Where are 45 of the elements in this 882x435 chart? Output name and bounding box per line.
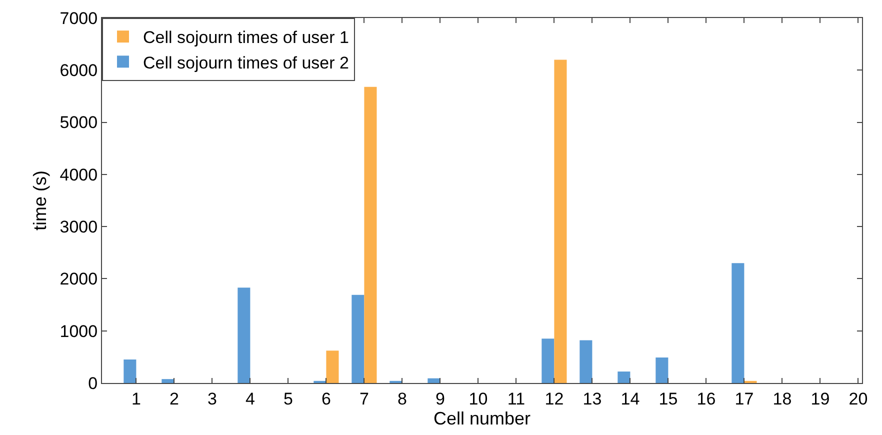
- bar: [326, 350, 339, 383]
- x-tick-label: 4: [245, 389, 255, 408]
- y-axis-title: time (s): [30, 170, 50, 230]
- x-tick-label: 17: [734, 389, 754, 408]
- y-tick-label: 5000: [60, 113, 98, 132]
- x-axis-title: Cell number: [433, 408, 531, 428]
- bar: [162, 379, 174, 383]
- bar: [580, 340, 592, 383]
- x-tick-label: 10: [468, 389, 488, 408]
- y-tick-label: 4000: [60, 165, 98, 184]
- y-tick-label: 0: [88, 374, 98, 393]
- bar: [124, 360, 136, 383]
- y-tick-label: 1000: [60, 322, 98, 341]
- x-tick-label: 14: [620, 389, 640, 408]
- bar: [238, 288, 250, 383]
- x-tick-label: 18: [772, 389, 792, 408]
- x-tick-label: 13: [582, 389, 602, 408]
- bar: [428, 378, 440, 383]
- legend-label: Cell sojourn times of user 1: [143, 28, 349, 48]
- y-tick-label: 2000: [60, 270, 98, 289]
- x-tick-label: 2: [169, 389, 179, 408]
- x-tick-label: 16: [696, 389, 716, 408]
- x-tick-label: 6: [321, 389, 331, 408]
- y-tick-label: 7000: [60, 8, 98, 28]
- y-tick-label: 6000: [60, 61, 98, 80]
- bar: [618, 372, 630, 383]
- x-tick-label: 1: [131, 389, 141, 408]
- y-tick-label: 3000: [60, 218, 98, 237]
- bar: [656, 357, 668, 383]
- bar: [554, 60, 567, 383]
- x-tick-label: 9: [435, 389, 445, 408]
- bar: [732, 263, 744, 383]
- x-tick-label: 20: [848, 389, 868, 408]
- x-tick-label: 5: [283, 389, 293, 408]
- x-tick-label: 15: [658, 389, 678, 408]
- bar: [364, 86, 377, 383]
- bar: [352, 294, 364, 383]
- x-tick-label: 19: [810, 389, 830, 408]
- bar: [542, 338, 554, 383]
- x-tick-label: 11: [507, 389, 526, 408]
- x-tick-label: 3: [207, 389, 217, 408]
- x-tick-label: 8: [397, 389, 407, 408]
- legend-label: Cell sojourn times of user 2: [143, 53, 349, 72]
- x-tick-label: 7: [359, 389, 369, 408]
- x-tick-label: 12: [544, 389, 564, 408]
